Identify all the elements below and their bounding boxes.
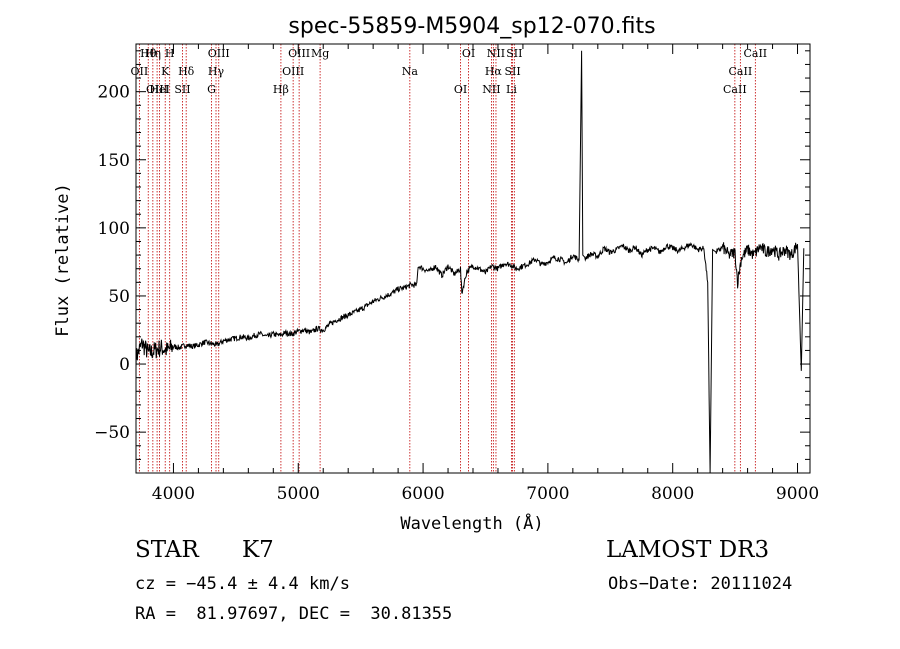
x-tick-label: 7000 — [526, 484, 569, 504]
spectral-line-label: H — [165, 47, 175, 60]
spectral-line-label: OIII — [288, 47, 310, 60]
spectral-line-label: OIII — [282, 65, 304, 78]
redshift-value: cz = −45.4 ± 4.4 km/s — [135, 574, 350, 594]
x-tick-label: 4000 — [152, 484, 195, 504]
spectral-line-label: SII — [506, 47, 522, 60]
y-axis-ticks: −50 0 50 100 150 200 — [94, 50, 810, 460]
spectral-line-label: Na — [402, 65, 419, 78]
spectral-line-label: OIII — [208, 47, 230, 60]
spectral-line-label: SII — [174, 83, 190, 96]
chart-title: spec-55859-M5904_sp12-070.fits — [288, 14, 655, 39]
x-tick-label: 8000 — [651, 484, 694, 504]
spectral-line-label: HeI — [149, 83, 169, 96]
y-tick-label: 100 — [98, 219, 130, 239]
spectral-line-label: NII — [482, 83, 500, 96]
spectral-line-markers — [138, 44, 756, 473]
spectral-line-label: Hη — [145, 47, 161, 60]
observation-date: Obs−Date: 20111024 — [608, 574, 793, 594]
spectral-line-label: Li — [506, 83, 517, 96]
flux-series-line — [135, 50, 805, 474]
object-subclass: K7 — [242, 537, 274, 563]
y-tick-label: 50 — [108, 287, 130, 307]
spectral-line-label: OI — [454, 83, 467, 96]
y-tick-label: 150 — [98, 151, 130, 171]
spectral-line-label: OIII — [146, 83, 168, 96]
object-class: STAR — [135, 537, 199, 563]
spectral-line-label: OII — [131, 65, 149, 78]
spectral-line-label: Hθ — [140, 47, 157, 60]
survey-name: LAMOST DR3 — [606, 537, 770, 563]
spectral-line-label: CaII — [723, 83, 747, 96]
ra-dec-coordinates: RA = 81.97697, DEC = 30.81355 — [135, 604, 453, 624]
y-axis-label: Flux (relative) — [53, 183, 73, 337]
x-tick-label: 6000 — [401, 484, 444, 504]
spectral-line-label: Hδ — [178, 65, 195, 78]
spectral-line-label: K — [161, 65, 170, 78]
y-tick-label: 0 — [119, 355, 130, 375]
spectral-line-label: Mg — [311, 47, 329, 60]
x-axis-label: Wavelength (Å) — [400, 512, 543, 534]
spectral-line-labels: Hθ OII OIII HηK HeI HHδ SII OIII Hγ G OIII OIII Hβ Mg… — [131, 47, 768, 96]
spectral-line-label: Hγ — [208, 65, 225, 78]
x-tick-label: 9000 — [776, 484, 819, 504]
spectral-line-label: G — [207, 83, 216, 96]
spectral-line-label: Hβ — [273, 83, 289, 96]
y-tick-label: −50 — [94, 423, 130, 443]
spectral-line-label: Hα — [485, 65, 503, 78]
spectral-line-label: OI — [462, 47, 475, 60]
spectral-line-label: NII — [487, 47, 505, 60]
spectral-line-label: CaII — [729, 65, 753, 78]
spectral-line-label: CaII — [743, 47, 767, 60]
spectral-line-label: SII — [504, 65, 520, 78]
y-tick-label: 200 — [98, 83, 130, 103]
x-axis-ticks: 4000 5000 6000 7000 8000 9000 — [152, 44, 819, 504]
spectrum-chart: spec-55859-M5904_sp12-070.fits Hθ OII OIII… — [53, 14, 819, 534]
x-tick-label: 5000 — [277, 484, 320, 504]
